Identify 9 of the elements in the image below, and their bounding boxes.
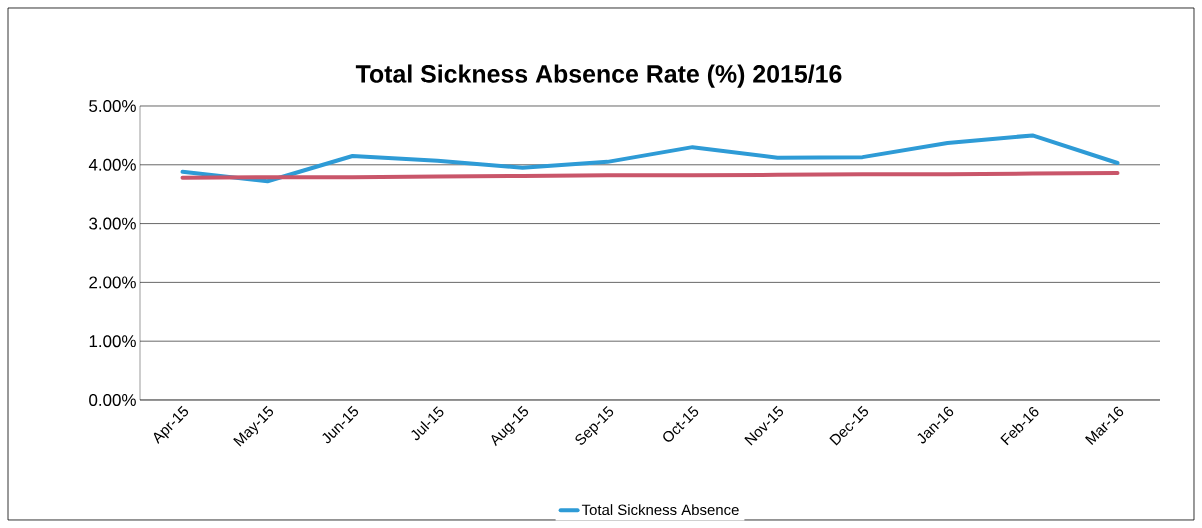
y-tick-label: 1.00% — [89, 335, 136, 348]
y-tick-label: 0.00% — [89, 393, 136, 406]
chart-title: Total Sickness Absence Rate (%) 2015/16 — [355, 64, 842, 88]
line-series — [180, 133, 1120, 184]
y-tick-label: 4.00% — [88, 158, 136, 171]
legend-label: Total Sickness Absence — [581, 504, 739, 516]
y-tick-label: 5.00% — [89, 99, 136, 112]
y-tick-label: 3.00% — [89, 217, 136, 230]
y-tick-label: 2.00% — [89, 276, 136, 289]
